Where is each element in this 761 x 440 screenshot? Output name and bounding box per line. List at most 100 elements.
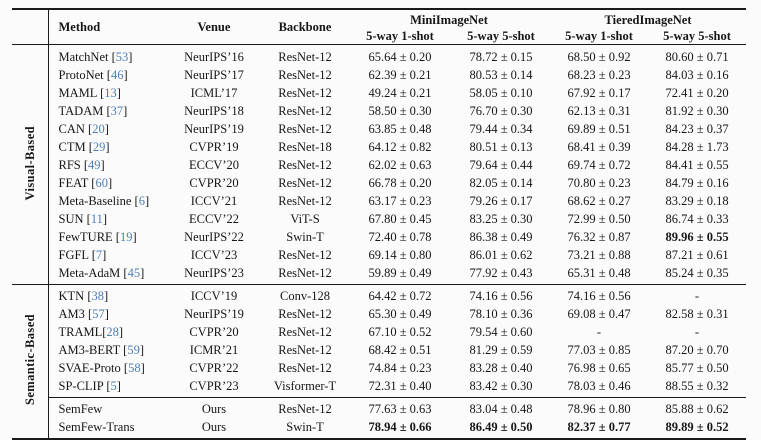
table-row: SemFew-Trans Ours Swin-T 78.94 ± 0.66 86.49 … — [12, 418, 746, 439]
method-name: KTN — [58, 289, 85, 303]
score-cell: 79.44 ± 0.34 — [469, 122, 533, 136]
method-name: SUN — [58, 212, 84, 226]
method-name: FewTURE — [58, 230, 113, 244]
backbone-cell: Swin-T — [286, 230, 324, 244]
score-cell: 72.41 ± 0.20 — [665, 86, 729, 100]
citation-link[interactable]: 29 — [92, 140, 106, 154]
method-cell: CTM [29] — [58, 140, 110, 154]
score-cell: 84.41 ± 0.55 — [665, 158, 729, 172]
method-name: CAN — [58, 122, 85, 136]
score-cell: 78.96 ± 0.80 — [550, 397, 649, 418]
citation-link[interactable]: 6 — [138, 194, 145, 208]
section-label-cell: Semantic-Based — [12, 284, 49, 439]
method-cell: SemFew-Trans — [48, 418, 166, 439]
subheader-mini-5shot: 5-way 5-shot — [452, 28, 551, 45]
method-cell: MatchNet [53] — [58, 50, 133, 64]
method-cell: FGFL [7] — [58, 248, 107, 262]
section-label-cell: Visual-Based — [12, 44, 49, 285]
method-name: FGFL — [58, 248, 89, 262]
method-cell: SP-CLIP [5] — [58, 379, 121, 393]
score-cell: 72.40 ± 0.78 — [368, 230, 432, 244]
score-cell: 68.23 ± 0.23 — [567, 68, 631, 82]
method-cell: FEAT [60] — [58, 176, 113, 190]
backbone-cell: ResNet-12 — [278, 158, 332, 172]
venue-cell: ECCV’22 — [189, 212, 239, 226]
citation-link[interactable]: 11 — [90, 212, 103, 226]
score-cell: 86.74 ± 0.33 — [665, 212, 729, 226]
citation-link[interactable]: 38 — [91, 289, 105, 303]
citation-link[interactable]: 45 — [127, 266, 141, 280]
citation-link[interactable]: 19 — [119, 230, 133, 244]
score-cell: 81.29 ± 0.59 — [469, 343, 533, 357]
citation-link[interactable]: 57 — [92, 307, 105, 321]
venue-cell: NeurIPS’23 — [184, 266, 244, 280]
score-cell: 69.89 ± 0.51 — [567, 122, 631, 136]
table-row: Visual-Based MatchNet [53] NeurIPS’16 ResNe… — [12, 44, 746, 285]
citation-link[interactable]: 5 — [110, 379, 117, 393]
venue-cell: ICCV’19 — [166, 284, 262, 305]
results-table: Method Venue Backbone MiniImageNet Tiere… — [12, 8, 747, 440]
method-name: Meta-AdaM — [58, 266, 121, 280]
method-name: Meta-Baseline — [58, 194, 132, 208]
score-cell: 77.03 ± 0.85 — [567, 343, 631, 357]
venue-cell: NeurIPS’18 — [184, 104, 244, 118]
citation-link[interactable]: 58 — [128, 361, 141, 375]
score-cell: 78.94 ± 0.66 — [368, 420, 432, 434]
score-cell: 78.10 ± 0.36 — [469, 307, 533, 321]
venue-cell: CVPR’20 — [189, 325, 239, 339]
backbone-cell: ResNet-18 — [278, 140, 332, 154]
venue-cell: ICCV’23 — [190, 248, 238, 262]
venue-cell: NeurIPS’19 — [184, 307, 244, 321]
score-cell: 72.99 ± 0.50 — [567, 212, 631, 226]
table-row: MAML [13] ICML’17 ResNet-12 49.24 ± 0.21 58.… — [12, 84, 746, 102]
citation-link[interactable]: 46 — [110, 68, 124, 82]
score-cell: 80.51 ± 0.13 — [469, 140, 533, 154]
citation-link[interactable]: 28 — [106, 325, 119, 339]
method-cell: SUN [11] — [58, 212, 108, 226]
score-cell: 79.64 ± 0.44 — [469, 158, 533, 172]
method-cell: RFS [49] — [58, 158, 105, 172]
method-cell: Meta-Baseline [6] — [58, 194, 150, 208]
score-cell: 73.21 ± 0.88 — [567, 248, 631, 262]
method-name: RFS — [58, 158, 81, 172]
score-cell: 63.85 ± 0.48 — [368, 122, 432, 136]
score-cell: 84.28 ± 1.73 — [665, 140, 729, 154]
venue-cell: CVPR’23 — [189, 379, 239, 393]
table-row: SUN [11] ECCV’22 ViT-S 67.80 ± 0.45 83.25 ± … — [12, 210, 746, 228]
score-cell: 76.98 ± 0.65 — [567, 361, 631, 375]
score-cell: 77.92 ± 0.43 — [469, 266, 533, 280]
citation-link[interactable]: 13 — [104, 86, 117, 100]
score-cell: 85.88 ± 0.62 — [648, 397, 747, 418]
table-row: TRAML[28] CVPR’20 ResNet-12 67.10 ± 0.52 79.… — [12, 323, 746, 341]
method-name: SP-CLIP — [58, 379, 104, 393]
method-name: AM3 — [58, 307, 85, 321]
method-cell: Meta-AdaM [45] — [58, 266, 145, 280]
method-cell: AM3-BERT [59] — [58, 343, 145, 357]
method-name: CTM — [58, 140, 86, 154]
subheader-mini-1shot: 5-way 1-shot — [348, 28, 452, 45]
citation-link[interactable]: 49 — [88, 158, 101, 172]
table-row: AM3-BERT [59] ICMR’21 ResNet-12 68.42 ± 0.5… — [12, 341, 746, 359]
citation-link[interactable]: 37 — [110, 104, 124, 118]
citation-link[interactable]: 53 — [115, 50, 129, 64]
score-cell: 68.50 ± 0.92 — [567, 50, 631, 64]
backbone-cell: ResNet-12 — [278, 68, 332, 82]
citation-link[interactable]: 20 — [92, 122, 105, 136]
score-cell: 59.89 ± 0.49 — [368, 266, 432, 280]
method-cell: AM3 [57] — [58, 307, 109, 321]
venue-cell: Ours — [166, 397, 262, 418]
citation-link[interactable]: 59 — [127, 343, 140, 357]
citation-link[interactable]: 7 — [95, 248, 103, 262]
venue-cell: NeurIPS’17 — [184, 68, 244, 82]
subheader-tiered-5shot: 5-way 5-shot — [648, 28, 747, 45]
score-cell: 64.42 ± 0.72 — [348, 284, 452, 305]
score-cell: 85.24 ± 0.35 — [665, 266, 729, 280]
score-cell: - — [596, 325, 602, 339]
score-cell: 74.16 ± 0.56 — [550, 284, 649, 305]
score-cell: 68.41 ± 0.39 — [567, 140, 631, 154]
score-cell: 85.77 ± 0.50 — [665, 361, 729, 375]
venue-column-header: Venue — [166, 9, 262, 45]
method-name: ProtoNet — [58, 68, 104, 82]
section-label-column-spacer — [12, 9, 49, 45]
citation-link[interactable]: 60 — [95, 176, 108, 190]
